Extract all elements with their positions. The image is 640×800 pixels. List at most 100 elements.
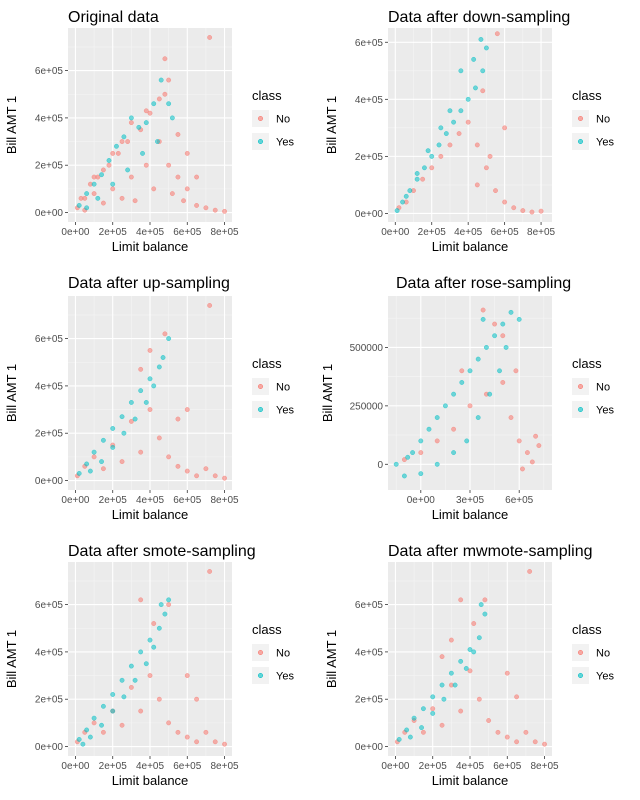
legend-title: class xyxy=(252,622,282,637)
data-point-yes xyxy=(458,68,464,74)
data-point-no xyxy=(156,435,162,441)
data-point-no xyxy=(508,415,514,420)
data-point-no xyxy=(132,198,138,204)
data-point-no xyxy=(504,734,510,740)
data-point-yes xyxy=(121,430,127,436)
x-tick-label: 4e+05 xyxy=(136,227,165,238)
data-point-yes xyxy=(463,666,469,671)
data-point-yes xyxy=(482,611,488,617)
data-point-no xyxy=(138,597,144,603)
data-point-no xyxy=(151,621,157,626)
data-point-yes xyxy=(429,153,435,159)
data-point-no xyxy=(458,708,464,714)
data-point-yes xyxy=(441,696,447,702)
data-point-no xyxy=(429,165,435,171)
data-point-yes xyxy=(439,682,445,688)
y-tick-label: 0e+00 xyxy=(35,476,64,487)
data-point-yes xyxy=(169,115,175,121)
x-tick-label: 2e+05 xyxy=(99,227,128,238)
data-point-no xyxy=(125,139,131,144)
data-point-yes xyxy=(459,380,465,385)
data-point-yes xyxy=(458,658,464,664)
y-tick-label: 2e+05 xyxy=(35,429,64,440)
data-point-no xyxy=(91,720,97,726)
data-point-no xyxy=(529,459,535,465)
chart-panel-4: 0e+00 3e+05 6e+05 0 250000 500000 Data after r… xyxy=(320,275,614,522)
data-point-no xyxy=(128,120,134,126)
y-axis-label: Bill AMT 1 xyxy=(4,630,19,688)
data-point-no xyxy=(493,188,498,194)
data-point-yes xyxy=(147,637,153,643)
data-point-no xyxy=(421,729,426,735)
x-tick-label: 4e+05 xyxy=(454,227,483,238)
data-point-yes xyxy=(467,647,473,652)
chart-title: Data after mwmote-sampling xyxy=(388,543,593,560)
y-tick-label: 4e+05 xyxy=(35,381,64,392)
data-point-yes xyxy=(132,677,138,683)
data-point-yes xyxy=(473,85,478,91)
legend: class No Yes xyxy=(572,622,614,684)
legend-label-yes: Yes xyxy=(596,405,614,417)
x-tick-label: 8e+05 xyxy=(210,761,239,772)
data-point-yes xyxy=(147,376,153,382)
data-point-no xyxy=(212,207,218,213)
legend-label-yes: Yes xyxy=(596,671,614,683)
y-tick-label: 4e+05 xyxy=(355,95,384,106)
data-point-no xyxy=(434,438,440,444)
data-point-yes xyxy=(465,96,471,102)
data-point-no xyxy=(447,142,453,148)
data-point-yes xyxy=(151,644,157,650)
data-point-yes xyxy=(434,461,440,467)
y-tick-label: 2e+05 xyxy=(35,695,64,706)
data-point-yes xyxy=(410,450,415,456)
data-point-no xyxy=(194,739,199,745)
data-point-yes xyxy=(447,108,453,114)
data-point-yes xyxy=(508,309,514,315)
data-point-no xyxy=(504,670,510,676)
data-point-no xyxy=(101,200,106,206)
data-point-yes xyxy=(407,188,413,194)
x-tick-label: 4e+05 xyxy=(136,761,165,772)
data-point-yes xyxy=(151,101,157,107)
data-point-yes xyxy=(451,450,456,456)
y-tick-label: 4e+05 xyxy=(355,647,384,658)
data-point-no xyxy=(459,368,465,374)
x-tick-label: 4e+05 xyxy=(136,495,165,506)
data-point-no xyxy=(101,167,106,173)
data-point-yes xyxy=(418,438,424,444)
data-point-no xyxy=(207,569,213,574)
y-tick-label: 0e+00 xyxy=(355,209,384,220)
data-point-no xyxy=(458,597,464,603)
data-point-no xyxy=(147,110,153,116)
data-point-yes xyxy=(476,635,482,641)
data-point-yes xyxy=(140,150,145,156)
legend-label-no: No xyxy=(596,114,610,126)
data-point-yes xyxy=(414,176,420,182)
legend-label-yes: Yes xyxy=(276,671,294,683)
x-tick-label: 3e+05 xyxy=(456,495,485,506)
data-point-no xyxy=(494,31,500,37)
data-point-no xyxy=(175,174,181,180)
y-axis-label: Bill AMT 1 xyxy=(4,364,19,422)
data-point-yes xyxy=(156,364,162,370)
data-point-yes xyxy=(414,171,420,176)
points-layer xyxy=(394,569,547,747)
data-point-yes xyxy=(421,706,426,712)
legend-marker-no xyxy=(257,383,264,390)
x-tick-label: 0e+00 xyxy=(381,227,410,238)
data-point-no xyxy=(128,684,134,690)
x-tick-label: 6e+05 xyxy=(173,227,202,238)
data-point-no xyxy=(538,208,544,214)
data-point-no xyxy=(175,463,181,469)
x-tick-label: 0e+00 xyxy=(61,495,90,506)
points-layer xyxy=(74,35,227,214)
legend: class No Yes xyxy=(252,88,294,150)
chart-title: Data after up-sampling xyxy=(68,275,230,292)
data-point-no xyxy=(138,708,144,714)
legend-label-yes: Yes xyxy=(596,137,614,149)
legend: class No Yes xyxy=(252,622,294,684)
data-point-yes xyxy=(119,677,125,683)
data-point-yes xyxy=(101,703,106,709)
data-point-yes xyxy=(84,205,90,211)
data-point-yes xyxy=(114,143,119,149)
